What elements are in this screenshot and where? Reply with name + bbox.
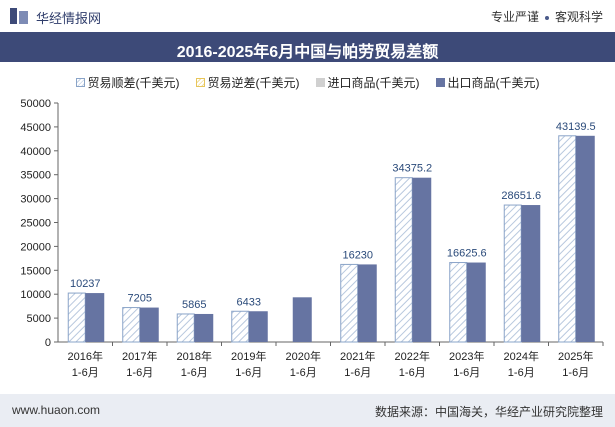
surplus-bar (558, 135, 577, 343)
legend-item-import: 进口商品(千美元) (315, 72, 420, 92)
gray-swatch-icon (315, 77, 325, 87)
surplus-bar (340, 263, 359, 343)
export-bar (194, 313, 214, 342)
y-tick-label: 10000 (20, 289, 51, 301)
footer-source: 数据来源：中国海关，华经产业研究院整理 (374, 405, 603, 419)
x-tick-label: 2024年 (504, 349, 539, 363)
data-label: 28651.6 (501, 190, 541, 202)
x-tick-label: 2023年 (449, 349, 484, 363)
hatch-yellow-swatch-icon (195, 77, 205, 87)
export-bar (85, 293, 105, 342)
export-bar (575, 135, 595, 342)
bars (67, 135, 595, 343)
surplus-bar (449, 262, 468, 343)
x-tick-label: 1-6月 (290, 367, 317, 379)
legend-label-surplus: 贸易顺差(千美元) (87, 75, 180, 90)
legend-label-import: 进口商品(千美元) (327, 75, 420, 90)
surplus-bar (503, 204, 522, 343)
export-bar (292, 297, 312, 342)
x-tick-label: 2017年 (122, 349, 157, 363)
chart-legend: 贸易顺差(千美元) 贸易逆差(千美元) 进口商品(千美元) 出口商品(千美元) (0, 72, 615, 92)
legend-item-deficit: 贸易逆差(千美元) (195, 72, 300, 92)
surplus-bar (67, 292, 86, 343)
surplus-bar (231, 310, 250, 343)
x-tick-label: 1-6月 (508, 367, 535, 379)
data-label: 43139.5 (556, 121, 596, 133)
export-bar (139, 307, 159, 342)
x-tick-label: 1-6月 (399, 367, 426, 379)
data-label: 10237 (70, 278, 101, 290)
brand-name: 华经情报网 (36, 11, 102, 26)
x-tick-label: 1-6月 (72, 367, 99, 379)
x-tick-label: 1-6月 (453, 367, 480, 379)
data-label: 6433 (237, 296, 261, 308)
title-bar: 2016-2025年6月中国与帕劳贸易差额 (0, 32, 615, 62)
slogan: 专业严谨 客观科学 (491, 8, 603, 25)
export-bar (521, 205, 541, 342)
data-label: 5865 (182, 299, 206, 311)
legend-label-deficit: 贸易逆差(千美元) (207, 75, 300, 90)
legend-item-surplus: 贸易顺差(千美元) (75, 72, 180, 92)
x-tick-label: 1-6月 (181, 367, 208, 379)
export-bar (357, 264, 377, 342)
legend-item-export: 出口商品(千美元) (435, 72, 540, 92)
x-tick-label: 2019年 (231, 349, 266, 363)
y-tick-label: 15000 (20, 265, 51, 277)
x-tick-label: 2022年 (395, 349, 430, 363)
footer-website: www.huaon.com (12, 403, 101, 417)
data-label: 16625.6 (447, 248, 487, 260)
export-bar (412, 177, 432, 342)
top-bar: 华经情报网 专业严谨 客观科学 (0, 0, 615, 32)
data-label: 16230 (342, 249, 373, 261)
slogan-left: 专业严谨 (490, 10, 539, 24)
bar-chart: 0 5000 10000 15000 20000 25000 30000 35000 40000… (20, 98, 604, 379)
legend-label-export: 出口商品(千美元) (447, 75, 540, 90)
chart-title: 2016-2025年6月中国与帕劳贸易差额 (176, 44, 439, 61)
hatch-blue-swatch-icon (75, 77, 85, 87)
x-tick-label: 1-6月 (344, 367, 371, 379)
y-tick-label: 30000 (20, 194, 51, 206)
slogan-right: 客观科学 (554, 10, 603, 24)
y-tick-label: 50000 (20, 98, 51, 110)
data-labels: 10237 7205 5865 6433 16230 34375.2 16625.6 2865… (70, 121, 596, 311)
y-tick-label: 40000 (20, 146, 51, 158)
surplus-bar (122, 307, 141, 343)
dot-separator (544, 15, 549, 20)
x-tick-label: 2021年 (340, 349, 375, 363)
y-tick-label: 35000 (20, 170, 51, 182)
y-tick-label: 20000 (20, 241, 51, 253)
data-label: 7205 (128, 293, 152, 305)
data-label: 34375.2 (392, 163, 432, 175)
y-tick-label: 0 (45, 337, 51, 349)
x-tick-label: 2016年 (68, 349, 103, 363)
surplus-bar (176, 313, 195, 343)
x-tick-label: 1-6月 (562, 367, 589, 379)
navy-swatch-icon (435, 77, 445, 87)
x-tick-label: 2020年 (286, 349, 321, 363)
export-bar (248, 311, 268, 342)
y-tick-label: 25000 (20, 218, 51, 230)
y-tick-label: 5000 (27, 313, 51, 325)
surplus-bar (394, 177, 413, 343)
x-tick-label: 1-6月 (126, 367, 153, 379)
export-bar (466, 262, 486, 342)
huajing-logo-icon (10, 8, 28, 24)
x-tick-label: 2025年 (558, 349, 593, 363)
y-tick-label: 45000 (20, 122, 51, 134)
x-tick-label: 1-6月 (235, 367, 262, 379)
footer: www.huaon.com 数据来源：中国海关，华经产业研究院整理 (0, 394, 615, 427)
x-tick-label: 2018年 (177, 349, 212, 363)
